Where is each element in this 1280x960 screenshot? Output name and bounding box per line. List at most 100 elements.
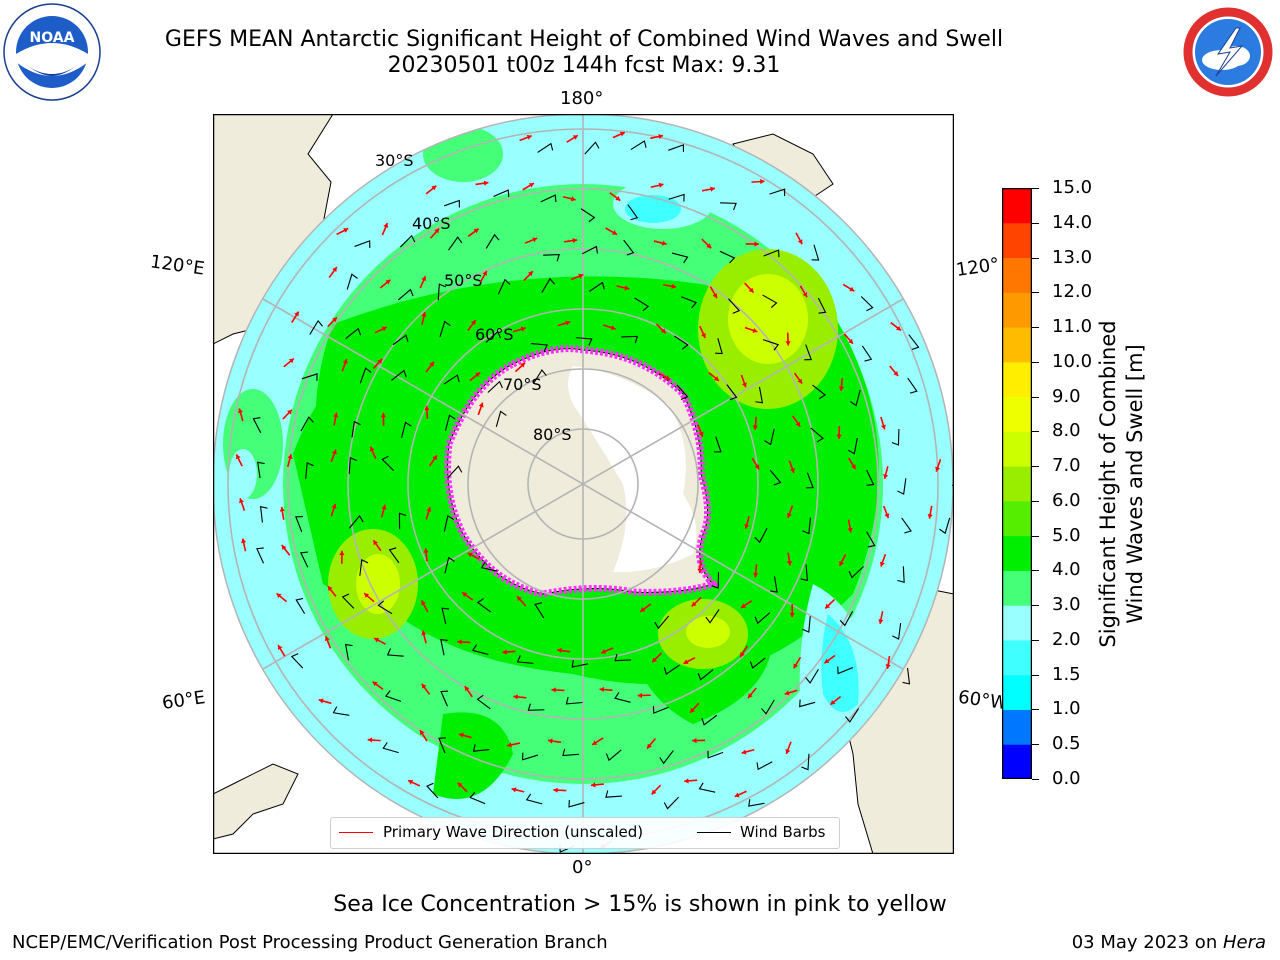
wave-arrow-head (377, 358, 383, 364)
wind-barb (426, 782, 439, 799)
colorbar-tick-label: 12.0 (1052, 281, 1093, 303)
colorbar-tick-mark (1032, 188, 1039, 189)
wind-barb (748, 799, 765, 807)
wave-arrow-head (690, 707, 695, 713)
wind-barb (860, 296, 874, 312)
colorbar-segment (1002, 570, 1032, 606)
colorbar-tick-mark (1032, 222, 1039, 224)
colorbar-label: Significant Height of Combined Wind Wave… (1095, 320, 1149, 647)
wind-barb (351, 420, 361, 438)
primary-wave-legend-label: Primary Wave Direction (unscaled) (383, 823, 644, 841)
wind-barb (713, 436, 722, 453)
wind-barb (388, 547, 400, 564)
wind-barb (726, 384, 738, 401)
wind-barb (497, 278, 511, 295)
wind-barb (754, 612, 771, 625)
wind-barb (849, 389, 861, 407)
wave-arrow-head (434, 228, 440, 234)
lon-label-120w: 120° (954, 254, 1001, 281)
wave-arrow-head (710, 186, 715, 192)
wind-barb (676, 384, 689, 401)
wave-arrow-head (885, 664, 891, 669)
footer-date: 03 May 2023 on Hera (1072, 932, 1266, 953)
wave-arrow-head (927, 513, 933, 519)
wave-arrow-head (797, 239, 803, 245)
wind-barb (571, 660, 589, 668)
wind-barb (290, 653, 304, 669)
wind-barb (811, 244, 820, 261)
wave-arrow-head (532, 237, 538, 243)
wave-arrow-head (741, 749, 747, 755)
wave-arrow-head (830, 699, 836, 705)
wave-arrow-head (896, 325, 902, 331)
wave-arrow-head (592, 740, 598, 745)
wave-arrow-head (385, 279, 391, 285)
colorbar-tick-mark (1032, 744, 1039, 746)
wave-arrow-head (457, 782, 463, 788)
wind-barb (534, 602, 545, 619)
wind-barb (901, 517, 912, 534)
wave-arrow-head (279, 506, 285, 512)
wind-barb (476, 694, 491, 710)
wave-arrow-head (565, 320, 571, 326)
wave-arrow-head (429, 361, 435, 367)
wind-barb (305, 462, 314, 479)
wind-barb (674, 335, 689, 350)
footer-date-text: 03 May 2023 on (1071, 932, 1223, 953)
wind-barb (399, 234, 416, 248)
colorbar-segment (1002, 327, 1032, 363)
wave-arrow-head (332, 317, 337, 323)
wave-arrow-head (331, 503, 337, 509)
wind-barb (897, 566, 905, 584)
wave-arrow-head (734, 792, 740, 798)
wind-barb (908, 334, 920, 350)
wind-barb (630, 140, 647, 151)
wind-barb (348, 515, 364, 529)
wind-barb (720, 202, 737, 211)
colorbar-tick-label: 2.0 (1052, 628, 1081, 650)
wave-arrow-head (339, 550, 345, 556)
wind-barb (485, 233, 500, 249)
wind-barb (804, 344, 813, 361)
wave-arrow-head (793, 663, 799, 669)
noaa-logo: NOAA (3, 3, 101, 101)
wave-arrow-head (239, 498, 244, 504)
wind-barb (359, 367, 372, 384)
wind-barb (810, 427, 824, 443)
wave-arrow-head (421, 600, 426, 606)
colorbar-segment (1002, 605, 1032, 641)
wind-barb (817, 297, 827, 314)
wind-barb (769, 469, 782, 486)
colorbar-segment (1002, 466, 1032, 502)
wave-arrow-head (795, 421, 801, 427)
wave-arrow-head (294, 311, 299, 317)
wave-arrow-head (664, 375, 670, 380)
lon-label-180: 180° (560, 88, 604, 109)
wind-barb (345, 327, 362, 340)
wind-barb (469, 791, 486, 805)
wave-arrow-head (839, 561, 844, 567)
colorbar-label-line1: Significant Height of Combined (1096, 320, 1120, 648)
wave-arrow-head (753, 572, 759, 578)
wind-barb (381, 455, 395, 471)
wind-barb (392, 334, 409, 346)
wave-arrow-head (683, 659, 689, 664)
wave-arrow-head (548, 738, 553, 744)
wind-barb (621, 335, 639, 344)
wave-arrow-head (287, 454, 293, 460)
wind-barb (627, 204, 639, 221)
wind-barb (891, 428, 900, 446)
lon-label-0: 0° (572, 857, 593, 878)
wind-barb (839, 611, 854, 627)
wave-arrow-head (383, 223, 389, 229)
wind-barb (443, 374, 460, 385)
wind-barb (472, 744, 490, 752)
colorbar-tick-label: 10.0 (1052, 350, 1093, 372)
wind-barb (623, 239, 635, 256)
wind-barb (259, 505, 268, 523)
wind-barb (861, 345, 873, 362)
colorbar-tick-label: 3.0 (1052, 594, 1081, 616)
wave-arrow-head (706, 243, 712, 249)
wave-arrow-head (431, 185, 437, 191)
wave-arrow-head (825, 603, 831, 609)
